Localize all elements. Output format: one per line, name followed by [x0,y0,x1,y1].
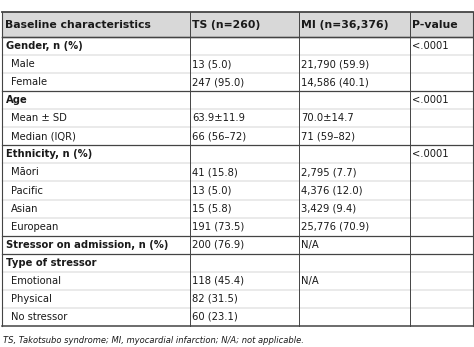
Bar [2,12,473,37]
Text: Pacific: Pacific [11,186,43,195]
Text: 63.9±11.9: 63.9±11.9 [192,113,245,123]
Bar [2,308,473,326]
Text: 4,376 (12.0): 4,376 (12.0) [301,186,363,195]
Bar [2,181,473,200]
Text: 71 (59–82): 71 (59–82) [301,132,355,141]
Text: 14,586 (40.1): 14,586 (40.1) [301,77,369,87]
Bar [2,91,473,109]
Text: No stressor: No stressor [11,312,67,322]
Text: Gender, n (%): Gender, n (%) [6,41,83,51]
Text: 200 (76.9): 200 (76.9) [192,240,244,249]
Text: 191 (73.5): 191 (73.5) [192,222,244,231]
Text: Emotional: Emotional [11,276,61,286]
Text: 41 (15.8): 41 (15.8) [192,168,238,177]
Bar [2,163,473,181]
Text: 118 (45.4): 118 (45.4) [192,276,244,286]
Text: Physical: Physical [11,294,52,304]
Text: 13 (5.0): 13 (5.0) [192,186,231,195]
Bar [2,290,473,308]
Bar [2,37,473,55]
Text: Type of stressor: Type of stressor [6,258,97,268]
Text: 70.0±14.7: 70.0±14.7 [301,113,354,123]
Text: TS (n=260): TS (n=260) [192,20,260,29]
Text: <.0001: <.0001 [412,150,449,159]
Text: Baseline characteristics: Baseline characteristics [5,20,151,29]
Text: Age: Age [6,95,28,105]
Text: N/A: N/A [301,276,319,286]
Text: 13 (5.0): 13 (5.0) [192,59,231,69]
Bar [2,272,473,290]
Text: 2,795 (7.7): 2,795 (7.7) [301,168,356,177]
Text: Stressor on admission, n (%): Stressor on admission, n (%) [6,240,169,249]
Text: 25,776 (70.9): 25,776 (70.9) [301,222,369,231]
Text: 3,429 (9.4): 3,429 (9.4) [301,204,356,213]
Bar [2,73,473,91]
Text: TS, Takotsubo syndrome; MI, myocardial infarction; N/A; not applicable.: TS, Takotsubo syndrome; MI, myocardial i… [3,336,304,345]
Bar [2,218,473,236]
Bar [2,109,473,127]
Text: 21,790 (59.9): 21,790 (59.9) [301,59,369,69]
Text: 247 (95.0): 247 (95.0) [192,77,244,87]
Text: Median (IQR): Median (IQR) [11,132,76,141]
Text: Ethnicity, n (%): Ethnicity, n (%) [6,150,92,159]
Text: Male: Male [11,59,35,69]
Bar [2,145,473,163]
Text: Māori: Māori [11,168,39,177]
Bar [2,200,473,218]
Text: Female: Female [11,77,47,87]
Text: P-value: P-value [412,20,458,29]
Text: <.0001: <.0001 [412,41,449,51]
Text: 15 (5.8): 15 (5.8) [192,204,231,213]
Text: 66 (56–72): 66 (56–72) [192,132,246,141]
Text: Mean ± SD: Mean ± SD [11,113,67,123]
Bar [2,254,473,272]
Text: 60 (23.1): 60 (23.1) [192,312,238,322]
Text: European: European [11,222,58,231]
Text: <.0001: <.0001 [412,95,449,105]
Bar [2,127,473,145]
Text: N/A: N/A [301,240,319,249]
Bar [2,236,473,254]
Text: 82 (31.5): 82 (31.5) [192,294,238,304]
Bar [2,55,473,73]
Text: MI (n=36,376): MI (n=36,376) [301,20,389,29]
Text: Asian: Asian [11,204,38,213]
